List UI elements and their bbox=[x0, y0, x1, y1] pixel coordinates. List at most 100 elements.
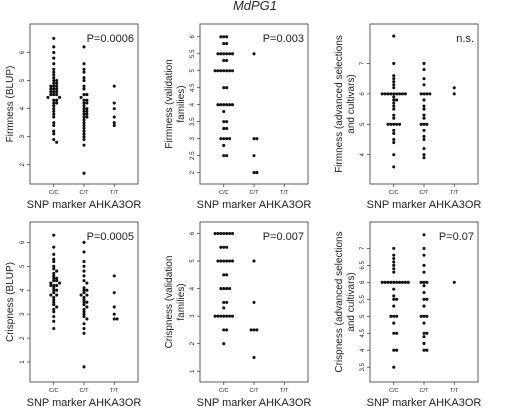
data-point bbox=[392, 122, 396, 126]
data-point bbox=[112, 101, 116, 105]
data-point bbox=[400, 92, 405, 96]
data-point bbox=[55, 305, 59, 309]
data-point bbox=[392, 95, 396, 99]
data-point bbox=[49, 281, 53, 285]
x-axis-label: SNP marker AHKA3OR bbox=[197, 397, 312, 409]
data-point bbox=[225, 300, 229, 304]
data-point bbox=[82, 331, 86, 335]
data-point bbox=[85, 107, 89, 111]
data-point bbox=[85, 288, 89, 292]
y-tick-label: 2 bbox=[19, 162, 26, 166]
x-tick-label: C/C bbox=[389, 190, 399, 196]
data-point bbox=[52, 98, 56, 102]
data-point bbox=[222, 69, 226, 73]
data-point bbox=[392, 107, 396, 111]
data-point bbox=[82, 109, 86, 113]
data-point bbox=[55, 140, 59, 144]
data-point bbox=[112, 84, 116, 88]
data-point bbox=[82, 269, 86, 273]
data-point bbox=[115, 317, 119, 321]
data-point bbox=[419, 122, 423, 126]
y-tick-label: 2 bbox=[189, 341, 196, 345]
data-point bbox=[82, 123, 86, 128]
data-point bbox=[392, 267, 396, 271]
data-point bbox=[52, 283, 56, 287]
data-point bbox=[422, 253, 426, 257]
panel-6: 3.5 4 4.5 5 5.5 6 6.5 7 C/C C/T T/T SNP marker AHKA… bbox=[334, 221, 481, 409]
data-point bbox=[82, 250, 86, 254]
y-tick-label: 6.5 bbox=[359, 260, 366, 269]
data-point bbox=[79, 95, 83, 99]
data-point bbox=[222, 86, 226, 90]
data-point bbox=[392, 287, 396, 291]
data-point bbox=[425, 331, 429, 335]
y-tick-label: 3.5 bbox=[189, 117, 196, 126]
data-point bbox=[419, 280, 423, 284]
data-point bbox=[225, 231, 229, 236]
data-point bbox=[49, 293, 53, 297]
data-point bbox=[52, 252, 56, 256]
data-point bbox=[422, 153, 426, 157]
data-point bbox=[225, 52, 229, 56]
data-point bbox=[422, 290, 426, 295]
y-tick-label: 3.5 bbox=[359, 362, 366, 371]
data-point bbox=[52, 115, 56, 119]
data-point bbox=[228, 259, 232, 263]
x-tick-label: C/T bbox=[79, 388, 89, 394]
data-point bbox=[225, 314, 229, 318]
data-point bbox=[82, 93, 86, 97]
y-axis-label: Crispness (advanced selectionsand cultiv… bbox=[334, 231, 357, 372]
data-point bbox=[422, 304, 426, 308]
data-point bbox=[82, 78, 86, 83]
data-point bbox=[252, 154, 256, 158]
data-point bbox=[392, 280, 396, 284]
data-point bbox=[216, 103, 220, 107]
data-point bbox=[392, 365, 396, 369]
data-point bbox=[82, 326, 86, 331]
figure-title: MdPG1 bbox=[233, 0, 277, 13]
data-point bbox=[82, 84, 86, 88]
data-point bbox=[222, 137, 226, 141]
data-point bbox=[52, 303, 56, 307]
data-point bbox=[222, 59, 226, 63]
data-point bbox=[392, 257, 396, 261]
data-point bbox=[219, 259, 223, 263]
y-tick-label: 4.5 bbox=[189, 83, 196, 92]
data-point bbox=[52, 132, 56, 136]
data-point bbox=[422, 137, 426, 142]
data-point bbox=[82, 135, 86, 139]
data-point bbox=[82, 274, 86, 278]
data-point bbox=[49, 93, 53, 97]
data-point bbox=[395, 314, 399, 318]
data-point bbox=[82, 259, 86, 264]
data-point bbox=[85, 317, 89, 321]
data-point bbox=[392, 74, 396, 78]
data-point bbox=[82, 115, 86, 119]
data-point bbox=[252, 355, 256, 360]
data-point bbox=[82, 288, 86, 292]
data-point bbox=[225, 69, 229, 73]
data-point bbox=[230, 231, 235, 236]
data-point bbox=[249, 328, 253, 332]
data-point bbox=[55, 98, 59, 102]
data-point bbox=[252, 328, 256, 332]
data-point bbox=[85, 112, 89, 116]
data-point bbox=[392, 348, 396, 352]
data-point bbox=[380, 280, 384, 284]
x-tick-label: C/C bbox=[49, 388, 59, 394]
data-point bbox=[392, 80, 396, 84]
data-point bbox=[422, 77, 426, 81]
data-point bbox=[403, 92, 407, 96]
data-point bbox=[82, 104, 86, 108]
y-axis-label: Firmness (validationfamilies) bbox=[164, 59, 187, 148]
data-point bbox=[380, 92, 384, 96]
data-point bbox=[222, 143, 226, 147]
data-point bbox=[386, 92, 390, 96]
data-point bbox=[82, 143, 86, 147]
data-point bbox=[82, 101, 86, 105]
y-tick-label: 4 bbox=[19, 288, 26, 292]
y-tick-label: 7 bbox=[359, 246, 366, 250]
data-point bbox=[82, 365, 86, 369]
data-point bbox=[85, 98, 89, 102]
data-point bbox=[392, 128, 396, 132]
